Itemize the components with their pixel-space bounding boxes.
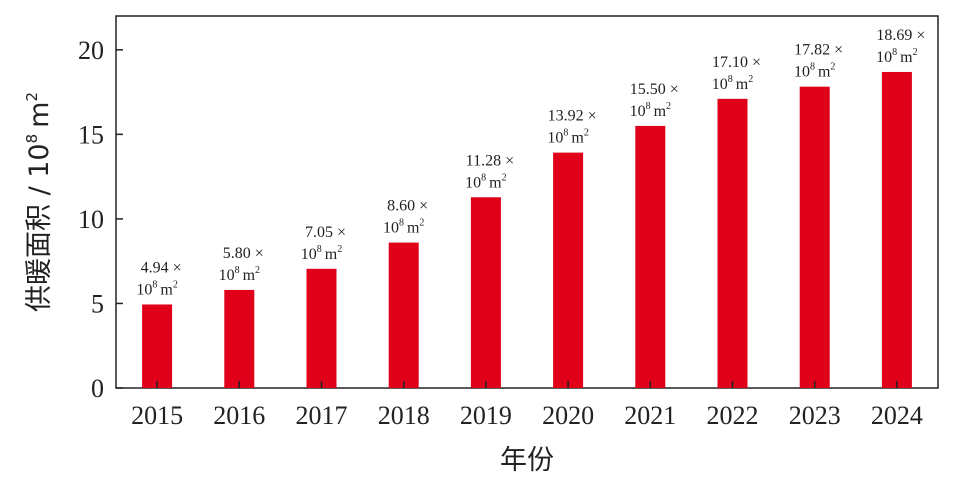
data-label-value: 15.50 × bbox=[630, 81, 679, 98]
y-axis-title-exponent: 8 bbox=[23, 134, 41, 144]
unit-symbol: m bbox=[818, 64, 831, 81]
y-axis-title: 供暖面积 / 108 m2 bbox=[23, 92, 55, 312]
data-label-unit: 108 m2 bbox=[219, 265, 260, 284]
x-tick-label: 2018 bbox=[378, 401, 430, 430]
unit-base: 10 bbox=[219, 267, 235, 284]
data-label-unit: 108 m2 bbox=[383, 218, 424, 237]
data-label-unit: 108 m2 bbox=[301, 244, 342, 263]
y-tick-label: 15 bbox=[78, 120, 104, 149]
data-label-unit: 108 m2 bbox=[794, 62, 835, 81]
y-tick-label: 20 bbox=[78, 36, 104, 65]
data-label-value: 7.05 × bbox=[305, 224, 346, 241]
bar bbox=[470, 197, 501, 388]
data-label-value: 4.94 × bbox=[141, 259, 182, 276]
bar bbox=[799, 86, 830, 389]
data-label-value: 8.60 × bbox=[387, 198, 428, 215]
unit-exponent: 8 bbox=[317, 244, 322, 255]
y-axis-title-text: 供暖面积 / 10 bbox=[24, 143, 55, 312]
bar bbox=[717, 98, 748, 388]
x-tick-label: 2024 bbox=[871, 401, 923, 430]
unit-exponent: 8 bbox=[152, 279, 157, 290]
unit-symbol-exponent: 2 bbox=[666, 101, 671, 112]
unit-symbol-exponent: 2 bbox=[748, 74, 753, 85]
unit-symbol-exponent: 2 bbox=[255, 265, 260, 276]
unit-symbol: m bbox=[571, 130, 584, 147]
unit-symbol: m bbox=[900, 49, 913, 66]
unit-base: 10 bbox=[712, 76, 728, 93]
unit-symbol-exponent: 2 bbox=[502, 172, 507, 183]
plot-frame bbox=[115, 15, 939, 389]
y-axis-title-unit-exponent: 2 bbox=[23, 92, 41, 102]
x-tick-label: 2023 bbox=[789, 401, 841, 430]
unit-exponent: 8 bbox=[399, 218, 404, 229]
x-tick-label: 2015 bbox=[131, 401, 183, 430]
x-tick-label: 2021 bbox=[624, 401, 676, 430]
unit-exponent: 8 bbox=[728, 74, 733, 85]
x-tick-label: 2020 bbox=[542, 401, 594, 430]
y-tick-label: 5 bbox=[91, 289, 104, 318]
unit-symbol: m bbox=[243, 267, 256, 284]
data-label-unit: 108 m2 bbox=[630, 101, 671, 120]
y-axis-title-unit: m bbox=[24, 102, 55, 128]
unit-base: 10 bbox=[794, 64, 810, 81]
bar bbox=[388, 242, 419, 388]
data-label-unit: 108 m2 bbox=[136, 279, 177, 298]
unit-exponent: 8 bbox=[646, 101, 651, 112]
unit-base: 10 bbox=[383, 220, 399, 237]
unit-base: 10 bbox=[547, 130, 563, 147]
unit-base: 10 bbox=[465, 174, 481, 191]
data-label-value: 17.82 × bbox=[794, 42, 843, 59]
bar bbox=[224, 289, 255, 388]
x-tick-label: 2019 bbox=[460, 401, 512, 430]
unit-symbol-exponent: 2 bbox=[830, 62, 835, 73]
unit-base: 10 bbox=[876, 49, 892, 66]
unit-exponent: 8 bbox=[892, 47, 897, 58]
x-tick-label: 2016 bbox=[213, 401, 265, 430]
unit-exponent: 8 bbox=[235, 265, 240, 276]
data-label-value: 5.80 × bbox=[223, 245, 264, 262]
unit-exponent: 8 bbox=[810, 62, 815, 73]
unit-symbol: m bbox=[654, 103, 667, 120]
bar bbox=[635, 125, 666, 388]
unit-symbol-exponent: 2 bbox=[913, 47, 918, 58]
unit-base: 10 bbox=[630, 103, 646, 120]
data-label-unit: 108 m2 bbox=[712, 74, 753, 93]
unit-exponent: 8 bbox=[481, 172, 486, 183]
unit-symbol-exponent: 2 bbox=[584, 128, 589, 139]
unit-symbol: m bbox=[160, 281, 173, 298]
unit-symbol: m bbox=[407, 220, 420, 237]
unit-symbol: m bbox=[736, 76, 749, 93]
bar bbox=[306, 268, 337, 388]
unit-exponent: 8 bbox=[563, 128, 568, 139]
unit-symbol-exponent: 2 bbox=[419, 218, 424, 229]
data-label-unit: 108 m2 bbox=[465, 172, 506, 191]
data-label-unit: 108 m2 bbox=[547, 128, 588, 147]
x-tick-label: 2017 bbox=[296, 401, 348, 430]
unit-symbol-exponent: 2 bbox=[173, 279, 178, 290]
unit-symbol-exponent: 2 bbox=[337, 244, 342, 255]
data-label-value: 11.28 × bbox=[466, 152, 514, 169]
unit-symbol: m bbox=[489, 174, 502, 191]
data-label-value: 13.92 × bbox=[548, 108, 597, 125]
unit-base: 10 bbox=[301, 246, 317, 263]
x-tick-label: 2022 bbox=[707, 401, 759, 430]
x-axis-title: 年份 bbox=[500, 445, 554, 476]
y-tick-label: 0 bbox=[91, 374, 104, 403]
y-tick-label: 10 bbox=[78, 205, 104, 234]
bar bbox=[142, 304, 173, 388]
unit-base: 10 bbox=[136, 281, 152, 298]
data-label-value: 18.69 × bbox=[876, 27, 925, 44]
bar bbox=[553, 152, 584, 388]
bar bbox=[881, 71, 912, 389]
data-label-unit: 108 m2 bbox=[876, 47, 917, 66]
data-label-value: 17.10 × bbox=[712, 54, 761, 71]
unit-symbol: m bbox=[325, 246, 338, 263]
